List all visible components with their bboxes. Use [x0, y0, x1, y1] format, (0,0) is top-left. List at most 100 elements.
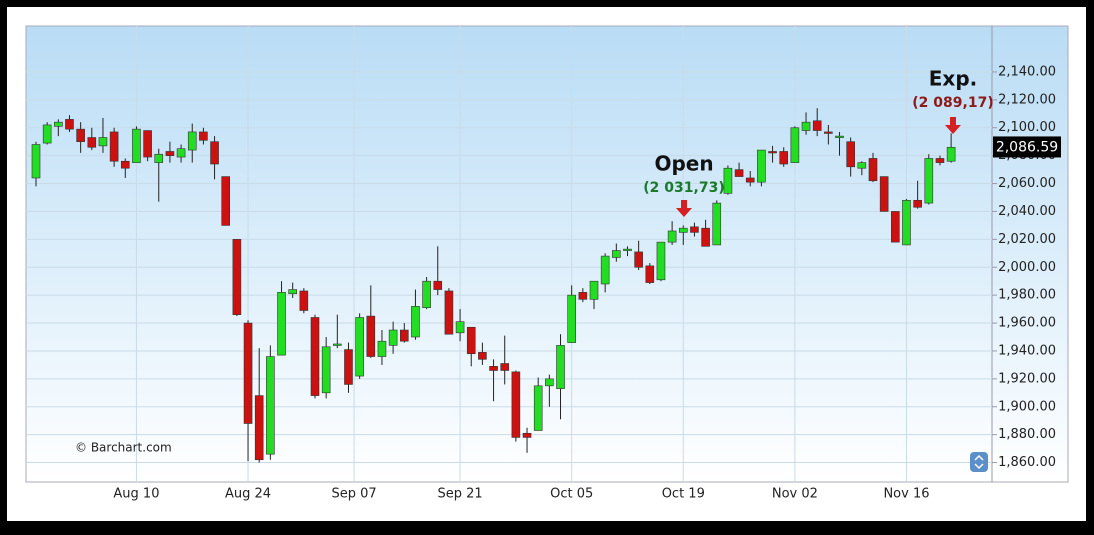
candle-body — [65, 119, 74, 130]
candle-body — [176, 148, 186, 158]
candle-body — [333, 343, 342, 346]
y-tick-label: 2,020.00 — [998, 232, 1056, 247]
candle-body — [165, 151, 175, 156]
scroll-icon — [974, 454, 984, 470]
x-tick-label: Oct 19 — [662, 487, 705, 502]
candle-body — [31, 144, 41, 179]
scroll-button[interactable] — [970, 452, 988, 472]
candle-body — [779, 151, 789, 165]
candle-body — [589, 280, 599, 300]
candle-body — [277, 292, 286, 356]
candle-body — [76, 128, 85, 142]
candle-body — [578, 292, 588, 300]
annotation-arrow — [676, 200, 692, 217]
candle-body — [801, 121, 811, 131]
candle-body — [232, 239, 242, 315]
candle-body — [98, 137, 108, 147]
candle-body — [824, 131, 833, 134]
y-tick-label: 2,120.00 — [998, 92, 1056, 107]
grid: 1,860.00 1,880.00 1,900.00 1,920.00 1,940.00… — [26, 26, 1056, 502]
candle-body — [868, 158, 878, 182]
watermark: © Barchart.com — [75, 441, 172, 455]
x-tick-label: Oct 05 — [550, 487, 593, 502]
candle-body — [522, 432, 532, 438]
candle-body — [902, 199, 911, 246]
y-tick-label: 1,900.00 — [998, 399, 1056, 414]
annotation-arrow — [945, 117, 961, 134]
candle-body — [143, 130, 152, 158]
candle-body — [266, 356, 275, 455]
candle-body — [946, 146, 956, 162]
candle-body — [210, 141, 219, 165]
annotation-value: (2 089,17) — [912, 95, 993, 111]
candle-body — [790, 127, 800, 163]
x-tick-label: Nov 02 — [772, 487, 818, 502]
candle-body — [723, 167, 733, 194]
candle-body — [489, 366, 498, 371]
candle-body — [399, 329, 409, 342]
annotation-value: (2 031,73) — [643, 180, 724, 196]
candle-body — [612, 250, 621, 258]
y-tick-label: 2,140.00 — [998, 64, 1056, 79]
candle-body — [132, 128, 141, 163]
candle-body — [120, 160, 130, 169]
candle-body — [355, 317, 364, 377]
annotation-title: Open — [654, 152, 713, 176]
candle-body — [199, 131, 208, 141]
x-tick-label: Nov 16 — [883, 487, 929, 502]
y-tick-label: 1,980.00 — [998, 288, 1056, 303]
candle-body — [433, 280, 443, 290]
candle-body — [600, 255, 610, 285]
candle-body — [455, 321, 465, 334]
candle-body — [857, 162, 867, 169]
candle-body — [344, 349, 353, 385]
candle-body — [745, 177, 755, 183]
candle-body — [879, 176, 889, 212]
candle-body — [812, 120, 822, 131]
candle-body — [891, 211, 900, 243]
candle-body — [645, 265, 655, 283]
candle-body — [768, 151, 777, 154]
candle-body — [377, 340, 387, 357]
y-tick-label: 2,040.00 — [998, 204, 1056, 219]
y-tick-label: 2,060.00 — [998, 176, 1056, 191]
plot-background — [25, 25, 1069, 483]
candle-body — [478, 352, 487, 360]
candle-body — [667, 230, 677, 243]
last-price-label: 2,086.59 — [996, 139, 1058, 155]
annotation-title: Exp. — [929, 67, 977, 91]
candle-body — [712, 202, 722, 246]
y-tick-label: 1,960.00 — [998, 316, 1056, 331]
candle-body — [556, 345, 565, 389]
candle-body — [466, 326, 476, 355]
candle-body — [656, 241, 666, 281]
candle-body — [924, 158, 934, 204]
candle-body — [87, 137, 97, 148]
candle-body — [243, 322, 253, 424]
candle-body — [366, 315, 376, 357]
candle-body — [444, 290, 454, 335]
candles — [31, 108, 956, 463]
candle-body — [511, 371, 521, 438]
candle-body — [42, 124, 52, 144]
candle-body — [935, 158, 945, 163]
last-price-tag — [993, 136, 1061, 158]
y-tick-label: 2,100.00 — [998, 120, 1056, 135]
x-tick-label: Sep 07 — [331, 487, 376, 502]
candle-body — [54, 121, 63, 127]
candle-body — [690, 226, 699, 233]
candle-body — [109, 131, 119, 162]
candle-body — [299, 290, 309, 311]
y-tick-label: 1,940.00 — [998, 343, 1056, 358]
y-tick-label: 2,000.00 — [998, 260, 1056, 275]
candle-body — [623, 248, 632, 251]
x-tick-label: Sep 21 — [437, 487, 482, 502]
y-tick-label: 1,860.00 — [998, 455, 1056, 470]
y-tick-label: 1,920.00 — [998, 371, 1056, 386]
candle-body — [187, 131, 197, 151]
candle-body — [411, 306, 420, 338]
candle-body — [634, 251, 643, 268]
candle-body — [567, 294, 576, 343]
